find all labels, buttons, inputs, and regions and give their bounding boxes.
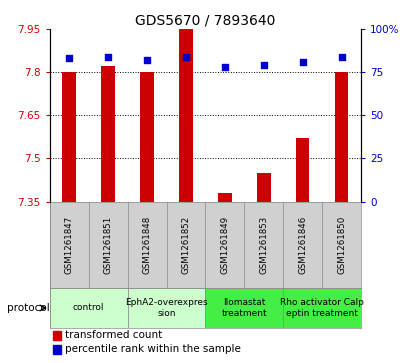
Bar: [179, 29, 193, 201]
Text: GSM1261853: GSM1261853: [259, 216, 268, 274]
Point: [105, 54, 112, 60]
Text: GSM1261850: GSM1261850: [337, 216, 346, 274]
Bar: [257, 173, 271, 201]
Bar: [62, 72, 76, 201]
Point: [261, 62, 267, 68]
Text: Rho activator Calp
eptin treatment: Rho activator Calp eptin treatment: [280, 298, 364, 318]
Bar: [205, 288, 283, 328]
Point: [299, 59, 306, 65]
Bar: [50, 288, 128, 328]
Text: GSM1261847: GSM1261847: [65, 216, 74, 274]
Text: transformed count: transformed count: [66, 330, 163, 340]
Bar: [296, 138, 310, 201]
Bar: [128, 288, 205, 328]
Text: GSM1261852: GSM1261852: [181, 216, 190, 274]
Point: [222, 64, 228, 70]
Bar: [218, 193, 232, 201]
Text: GSM1261851: GSM1261851: [104, 216, 112, 274]
Point: [183, 54, 189, 60]
Bar: [101, 66, 115, 201]
Point: [144, 57, 150, 63]
Title: GDS5670 / 7893640: GDS5670 / 7893640: [135, 14, 276, 28]
Text: Ilomastat
treatment: Ilomastat treatment: [222, 298, 267, 318]
Text: GSM1261846: GSM1261846: [298, 216, 307, 274]
Text: percentile rank within the sample: percentile rank within the sample: [66, 344, 241, 354]
Bar: [140, 72, 154, 201]
Text: control: control: [73, 303, 105, 313]
Bar: [53, 344, 61, 354]
Text: GSM1261849: GSM1261849: [220, 216, 229, 274]
Bar: [335, 72, 349, 201]
Text: protocol: protocol: [7, 303, 50, 313]
Point: [66, 56, 73, 61]
Bar: [53, 331, 61, 340]
Bar: [283, 288, 361, 328]
Point: [338, 54, 345, 60]
Text: EphA2-overexpres
sion: EphA2-overexpres sion: [125, 298, 208, 318]
Text: GSM1261848: GSM1261848: [143, 216, 151, 274]
